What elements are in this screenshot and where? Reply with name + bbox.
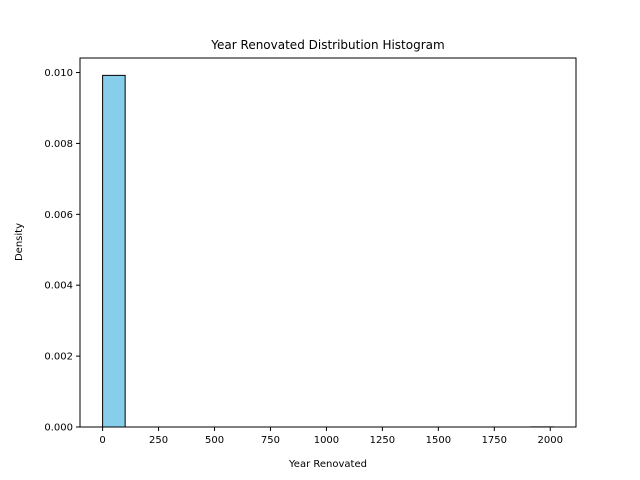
x-tick-label: 1750 [482, 435, 507, 446]
x-tick-label: 750 [261, 435, 280, 446]
x-tick-label: 0 [99, 435, 105, 446]
y-tick-label: 0.010 [44, 68, 73, 79]
x-tick-label: 500 [205, 435, 224, 446]
plot-frame [79, 57, 577, 428]
x-tick-label: 1250 [370, 435, 395, 446]
x-tick-label: 250 [149, 435, 168, 446]
y-tick-label: 0.006 [44, 210, 73, 221]
x-tick-label: 1500 [426, 435, 451, 446]
y-tick-label: 0.000 [44, 423, 73, 434]
chart-title: Year Renovated Distribution Histogram [210, 38, 444, 52]
y-tick-label: 0.008 [44, 139, 73, 150]
y-ticks-group: 0.000 0.002 0.004 0.006 0.008 0.010 [44, 68, 80, 434]
y-tick-label: 0.004 [44, 281, 73, 292]
x-ticks-group: 0 250 500 750 1000 1250 1500 1750 2000 [99, 427, 563, 446]
y-tick-label: 0.002 [44, 352, 73, 363]
x-tick-label: 2000 [538, 435, 563, 446]
x-tick-label: 1000 [314, 435, 339, 446]
y-axis-label: Density [14, 223, 25, 261]
x-axis-label: Year Renovated [288, 459, 367, 470]
histogram-bar [102, 74, 126, 428]
